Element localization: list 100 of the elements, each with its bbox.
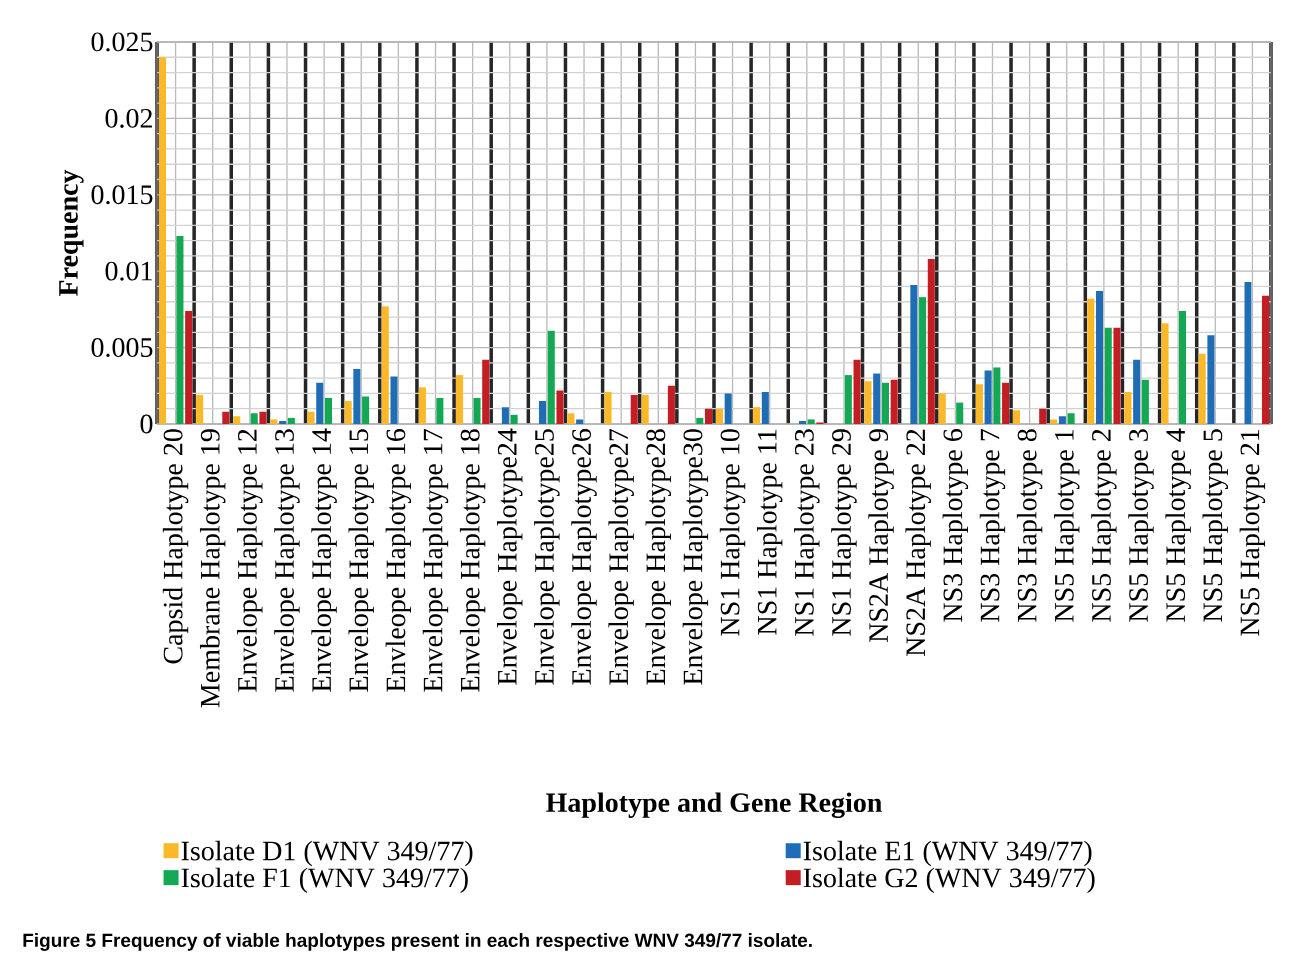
bar — [287, 417, 295, 424]
x-tick-label: Envelope Haplotype30 — [682, 429, 709, 685]
x-tick-label: NS1 Haplotype 29 — [831, 429, 857, 636]
bar — [696, 417, 704, 424]
bar — [222, 411, 230, 424]
x-tick-label: Envelope Haplotype26 — [571, 429, 597, 685]
x-tick-label: Envelope Haplotype 17 — [422, 428, 449, 692]
bar — [667, 385, 675, 424]
bar — [270, 419, 278, 424]
bar — [353, 368, 361, 424]
bar — [1058, 416, 1066, 424]
legend-label: Isolate D1 (WNV 349/77) — [181, 840, 473, 867]
bar — [853, 359, 861, 424]
caption: Figure 5 Frequency of viable haplotypes present in each respective WNV 349/77 isolate. — [23, 933, 812, 951]
bar — [1141, 379, 1149, 424]
bar — [473, 398, 481, 424]
x-tick-label: NS5 Haplotype 4 — [1165, 428, 1191, 622]
bar — [641, 394, 649, 424]
bar — [1002, 382, 1010, 424]
x-tick-label: Envelope Haplotype 14 — [311, 428, 337, 692]
bar — [1261, 295, 1270, 424]
bar — [604, 391, 612, 424]
x-tick-label: NS2A Haplotype 9 — [868, 429, 894, 643]
bar — [1067, 413, 1075, 424]
x-tick-label: Membrane Haplotype 19 — [199, 429, 226, 708]
bar — [1124, 391, 1132, 424]
bar — [1207, 335, 1215, 424]
bar — [196, 394, 204, 424]
bar — [864, 381, 872, 424]
bar — [233, 416, 241, 424]
bar — [1039, 408, 1047, 424]
bar — [381, 306, 389, 424]
bar — [630, 394, 638, 424]
bar — [1087, 298, 1095, 424]
x-tick-label: NS5 Haplotype 1 — [1054, 429, 1080, 622]
bar — [890, 379, 898, 424]
x-tick-label: Envelope Haplotype 13 — [274, 429, 300, 692]
bar — [927, 258, 935, 424]
y-tick-label: 0 — [140, 414, 153, 434]
x-tick-label: NS3 Haplotype 7 — [979, 429, 1006, 622]
bar — [1013, 410, 1021, 424]
legend-label: Isolate G2 (WNV 349/77) — [803, 867, 1095, 894]
bar — [715, 408, 723, 424]
bar — [436, 398, 444, 424]
x-tick-label: Envelope Haplotype 15 — [348, 429, 374, 692]
bar — [390, 376, 398, 424]
bar — [1113, 327, 1121, 424]
bar — [344, 401, 352, 424]
bar — [418, 387, 426, 424]
x-tick-label: NS5 Haplotype 3 — [1128, 429, 1154, 622]
y-tick-label: 0.005 — [91, 338, 153, 358]
y-axis-title: Frequency — [59, 169, 84, 297]
bar — [1198, 353, 1206, 424]
bar — [761, 391, 769, 424]
bar — [362, 396, 370, 424]
bar — [324, 398, 332, 424]
bar — [539, 401, 547, 424]
bar — [956, 402, 964, 424]
bar — [556, 390, 564, 424]
x-tick-label: Envelope Haplotype 12 — [237, 429, 263, 692]
x-tick-label: NS3 Haplotype 6 — [942, 429, 969, 622]
x-tick-label: NS5 Haplotype 21 — [1239, 429, 1266, 636]
bar — [844, 375, 852, 424]
bar — [547, 330, 555, 424]
bar — [158, 57, 167, 424]
y-tick-label: 0.01 — [105, 261, 152, 281]
bar — [984, 370, 992, 424]
bar — [704, 408, 713, 424]
bar — [1104, 327, 1112, 424]
bar — [482, 359, 490, 424]
x-tick-label: NS1 Haplotype 23 — [794, 429, 820, 636]
x-tick-label: Envelope Haplotype 18 — [459, 429, 486, 692]
bar — [1095, 291, 1104, 424]
x-tick-label: Capsid Haplotype 20 — [162, 429, 189, 664]
x-tick-label: Envleope Haplotype 16 — [385, 429, 412, 692]
x-tick-label: NS1 Haplotype 11 — [756, 429, 783, 635]
bar — [567, 413, 575, 424]
bar — [1050, 419, 1058, 424]
x-tick-label: NS3 Haplotype 8 — [1016, 429, 1043, 622]
bar — [724, 393, 732, 424]
bar — [807, 419, 815, 424]
bar — [501, 407, 509, 424]
bar — [1161, 323, 1169, 424]
bar — [250, 413, 258, 424]
legend-label: Isolate E1 (WNV 349/77) — [803, 840, 1092, 867]
bar — [938, 393, 946, 424]
bar — [881, 382, 889, 424]
bar — [919, 297, 927, 424]
bar — [993, 367, 1001, 424]
bar — [910, 284, 918, 424]
x-axis-title: Haplotype and Gene Region — [546, 792, 882, 819]
x-tick-label: Envelope Haplotype25 — [534, 429, 560, 685]
bar — [316, 382, 324, 424]
bar — [873, 373, 881, 424]
bar — [185, 310, 193, 424]
y-tick-label: 0.015 — [91, 185, 153, 205]
bar — [307, 411, 315, 424]
x-tick-label: Envelope Haplotype24 — [497, 428, 523, 685]
x-tick-label: NS5 Haplotype 5 — [1202, 429, 1229, 622]
bar — [1133, 359, 1141, 424]
